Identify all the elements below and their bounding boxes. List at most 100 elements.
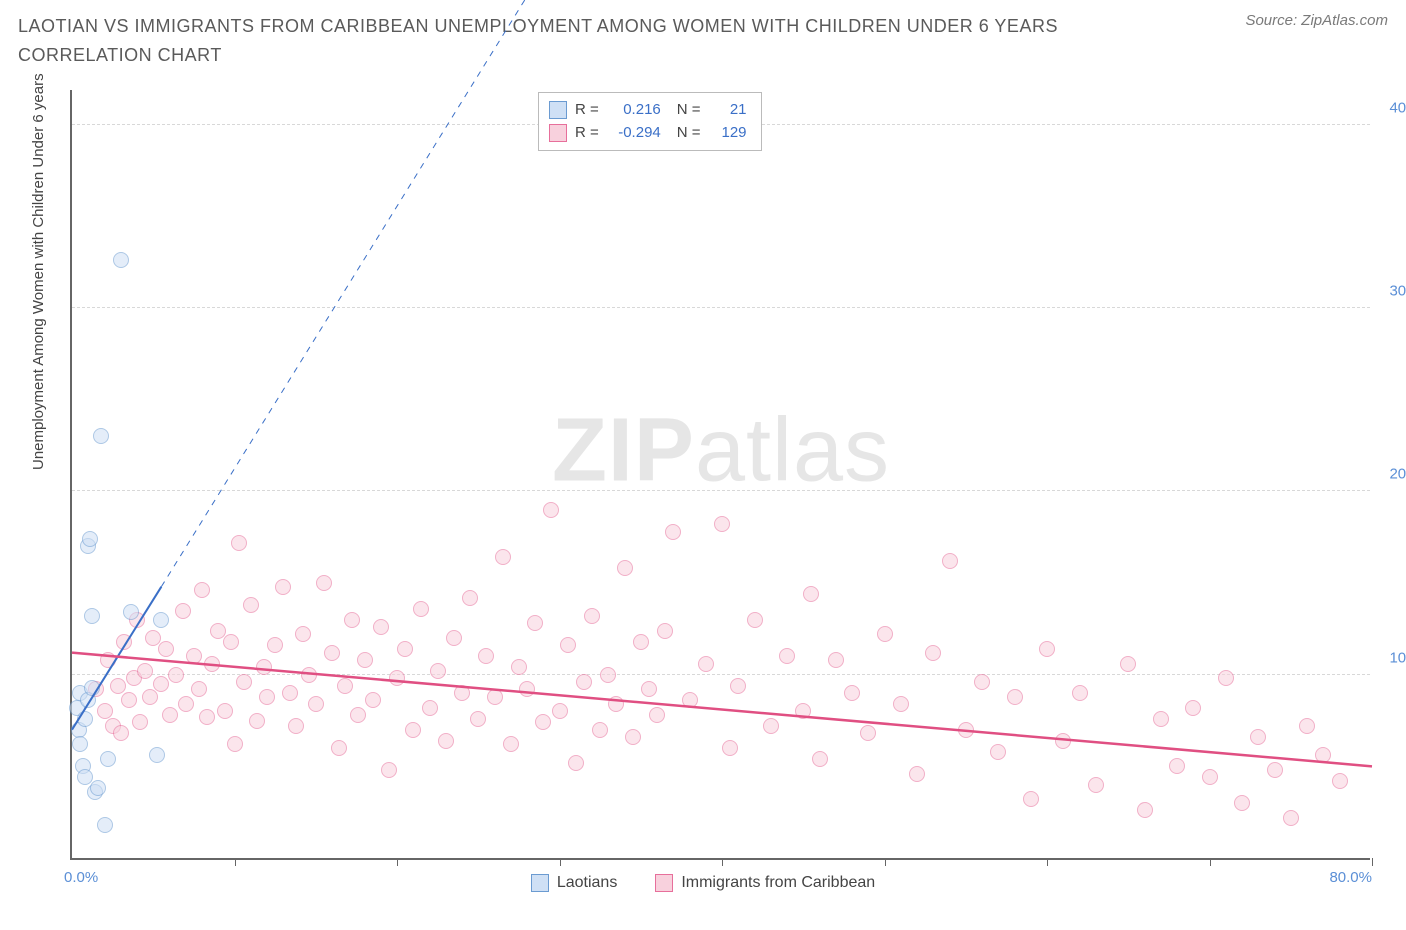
scatter-point (373, 619, 389, 635)
scatter-point (487, 689, 503, 705)
scatter-point (535, 714, 551, 730)
n-label: N = (677, 122, 701, 145)
scatter-point (657, 623, 673, 639)
scatter-point (84, 608, 100, 624)
scatter-point (722, 740, 738, 756)
scatter-point (478, 648, 494, 664)
scatter-point (308, 696, 324, 712)
legend-item: Immigrants from Caribbean (655, 874, 875, 892)
r-label: R = (575, 122, 599, 145)
legend-swatch (531, 874, 549, 892)
scatter-point (153, 676, 169, 692)
scatter-point (142, 689, 158, 705)
scatter-point (194, 582, 210, 598)
scatter-point (137, 663, 153, 679)
scatter-point (186, 648, 202, 664)
scatter-point (1137, 802, 1153, 818)
scatter-point (72, 736, 88, 752)
scatter-point (162, 707, 178, 723)
scatter-point (462, 590, 478, 606)
scatter-point (113, 252, 129, 268)
scatter-point (503, 736, 519, 752)
scatter-point (84, 680, 100, 696)
scatter-point (191, 681, 207, 697)
r-value: 0.216 (607, 99, 661, 122)
scatter-point (316, 575, 332, 591)
scatter-point (227, 736, 243, 752)
scatter-point (175, 603, 191, 619)
scatter-point (231, 535, 247, 551)
scatter-point (470, 711, 486, 727)
scatter-point (568, 755, 584, 771)
scatter-point (153, 612, 169, 628)
scatter-point (256, 659, 272, 675)
scatter-point (1250, 729, 1266, 745)
scatter-point (381, 762, 397, 778)
scatter-point (552, 703, 568, 719)
scatter-point (413, 601, 429, 617)
scatter-point (925, 645, 941, 661)
scatter-point (1120, 656, 1136, 672)
scatter-point (121, 692, 137, 708)
scatter-point (90, 780, 106, 796)
scatter-point (365, 692, 381, 708)
scatter-point (1315, 747, 1331, 763)
scatter-point (405, 722, 421, 738)
n-value: 129 (709, 122, 747, 145)
scatter-point (1153, 711, 1169, 727)
scatter-point (714, 516, 730, 532)
scatter-point (397, 641, 413, 657)
scatter-point (1039, 641, 1055, 657)
scatter-point (893, 696, 909, 712)
scatter-point (665, 524, 681, 540)
x-tick (1210, 858, 1211, 866)
scatter-point (243, 597, 259, 613)
scatter-point (288, 718, 304, 734)
scatter-point (812, 751, 828, 767)
legend-label: Laotians (557, 874, 618, 892)
stats-legend-row: R =0.216N =21 (549, 99, 747, 122)
bottom-legend: Laotians Immigrants from Caribbean (0, 874, 1406, 892)
scatter-point (249, 713, 265, 729)
chart-title: LAOTIAN VS IMMIGRANTS FROM CARIBBEAN UNE… (18, 12, 1068, 70)
legend-swatch (549, 101, 567, 119)
trend-lines (72, 88, 1372, 858)
plot-area: ZIPatlas 10.0%20.0%30.0%40.0%0.0%80.0% (70, 90, 1370, 860)
scatter-point (93, 428, 109, 444)
scatter-point (116, 634, 132, 650)
scatter-point (331, 740, 347, 756)
y-axis-title: Unemployment Among Women with Children U… (30, 73, 47, 470)
scatter-point (576, 674, 592, 690)
scatter-point (1072, 685, 1088, 701)
scatter-point (1185, 700, 1201, 716)
x-tick (722, 858, 723, 866)
scatter-point (236, 674, 252, 690)
scatter-point (446, 630, 462, 646)
scatter-point (97, 703, 113, 719)
scatter-point (100, 652, 116, 668)
legend-item: Laotians (531, 874, 618, 892)
y-tick-label: 20.0% (1389, 466, 1406, 483)
scatter-point (430, 663, 446, 679)
scatter-point (178, 696, 194, 712)
scatter-point (803, 586, 819, 602)
scatter-point (77, 711, 93, 727)
scatter-point (958, 722, 974, 738)
legend-label: Immigrants from Caribbean (681, 874, 875, 892)
scatter-point (454, 685, 470, 701)
scatter-point (495, 549, 511, 565)
scatter-point (295, 626, 311, 642)
stats-legend: R =0.216N =21R =-0.294N =129 (538, 92, 762, 151)
scatter-point (217, 703, 233, 719)
scatter-point (344, 612, 360, 628)
scatter-point (1169, 758, 1185, 774)
y-tick-label: 30.0% (1389, 283, 1406, 300)
scatter-point (97, 817, 113, 833)
legend-swatch (549, 124, 567, 142)
scatter-point (584, 608, 600, 624)
scatter-point (123, 604, 139, 620)
scatter-point (1023, 791, 1039, 807)
scatter-point (1332, 773, 1348, 789)
scatter-point (357, 652, 373, 668)
scatter-point (730, 678, 746, 694)
